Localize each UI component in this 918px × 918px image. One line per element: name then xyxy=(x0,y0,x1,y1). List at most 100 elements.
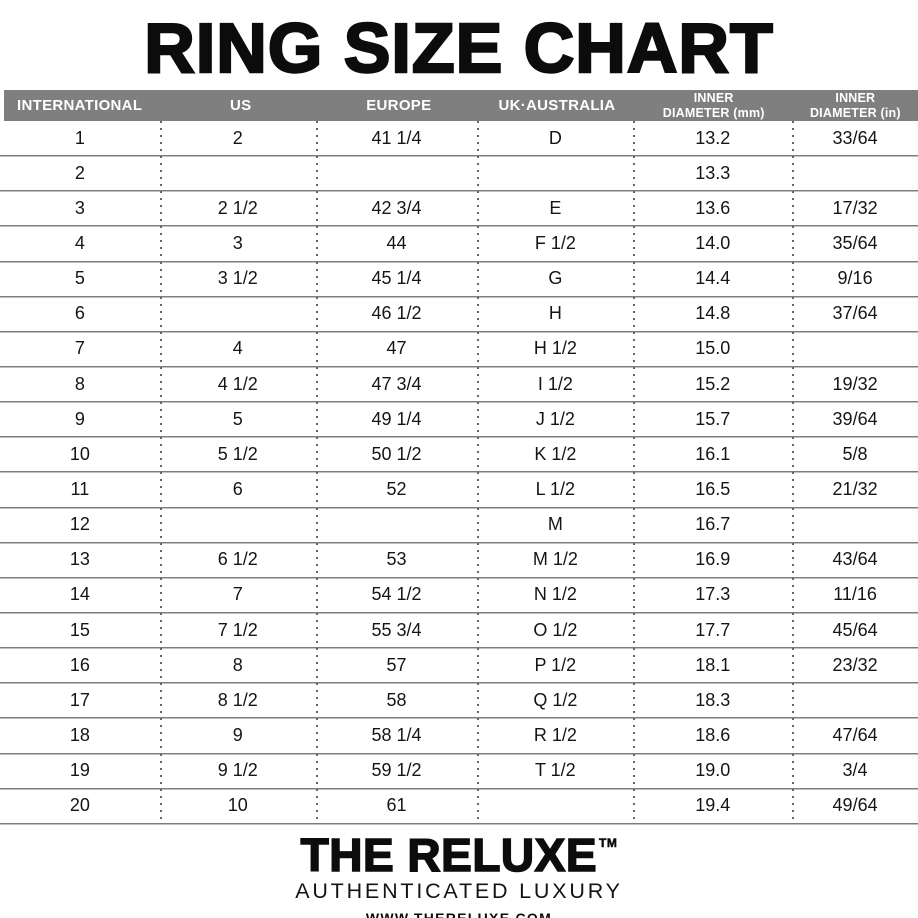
cell-uk-australia: R 1/2 xyxy=(477,718,634,753)
brand-wordmark: THE RELUXE TM xyxy=(0,831,918,879)
cell-uk-australia: P 1/2 xyxy=(477,648,634,683)
cell-uk-australia: E xyxy=(477,191,634,226)
cell-inner-diameter-in: 5/8 xyxy=(792,437,918,472)
cell-europe: 57 xyxy=(315,648,478,683)
cell-uk-australia: Q 1/2 xyxy=(477,683,634,718)
header-inner-diameter-mm-line1: INNER xyxy=(693,91,734,106)
cell-europe: 49 1/4 xyxy=(315,402,478,437)
cell-inner-diameter-mm: 16.5 xyxy=(633,472,793,507)
cell-inner-diameter-in xyxy=(792,331,918,366)
cell-inner-diameter-mm: 16.1 xyxy=(633,437,793,472)
cell-inner-diameter-mm: 15.2 xyxy=(633,366,793,402)
cell-us: 7 xyxy=(159,577,316,612)
cell-us: 8 1/2 xyxy=(159,683,316,718)
cell-international: 18 xyxy=(69,724,90,745)
cell-uk-australia: M xyxy=(477,507,634,542)
cell-uk-australia xyxy=(477,156,634,191)
header-europe: EUROPE xyxy=(366,97,432,114)
table-row: 18 9 58 1/4 R 1/2 18.6 47/64 xyxy=(0,718,918,754)
cell-international: 12 xyxy=(69,514,90,535)
table-row: 5 3 1/2 45 1/4 G 14.4 9/16 xyxy=(0,261,918,297)
cell-inner-diameter-mm: 18.1 xyxy=(633,648,793,683)
cell-us: 10 xyxy=(159,788,316,823)
cell-europe: 45 1/4 xyxy=(315,261,478,296)
cell-europe: 58 1/4 xyxy=(315,718,478,753)
cell-inner-diameter-mm: 18.6 xyxy=(633,718,793,753)
cell-europe: 59 1/2 xyxy=(315,753,478,788)
cell-us: 9 1/2 xyxy=(159,753,316,788)
cell-inner-diameter-in xyxy=(792,683,918,718)
cell-europe: 54 1/2 xyxy=(315,577,478,612)
table-row: 14 7 54 1/2 N 1/2 17.3 11/16 xyxy=(0,577,918,613)
cell-us: 9 xyxy=(159,718,316,753)
cell-uk-australia: H xyxy=(477,296,634,331)
cell-international: 5 xyxy=(74,268,85,289)
cell-inner-diameter-in: 9/16 xyxy=(792,261,918,296)
cell-us: 3 1/2 xyxy=(159,261,316,296)
cell-inner-diameter-mm: 16.7 xyxy=(633,507,793,542)
cell-us: 6 1/2 xyxy=(159,542,316,577)
cell-inner-diameter-in: 47/64 xyxy=(792,718,918,753)
cell-inner-diameter-mm: 13.3 xyxy=(633,156,793,191)
cell-international: 10 xyxy=(69,443,90,464)
cell-international: 19 xyxy=(69,760,90,781)
cell-international: 3 xyxy=(74,197,85,218)
cell-europe: 41 1/4 xyxy=(315,121,478,156)
cell-inner-diameter-in: 21/32 xyxy=(792,472,918,507)
cell-europe: 47 3/4 xyxy=(315,366,478,402)
cell-europe: 53 xyxy=(315,542,478,577)
header-us: US xyxy=(230,97,252,114)
cell-uk-australia: I 1/2 xyxy=(477,366,634,402)
cell-uk-australia: N 1/2 xyxy=(477,577,634,612)
cell-inner-diameter-mm: 16.9 xyxy=(633,542,793,577)
cell-us xyxy=(159,296,316,331)
cell-us: 4 1/2 xyxy=(159,366,316,402)
cell-inner-diameter-mm: 18.3 xyxy=(633,683,793,718)
cell-inner-diameter-mm: 17.7 xyxy=(633,612,793,648)
header-inner-diameter-in-line1: INNER xyxy=(835,91,876,106)
cell-europe: 46 1/2 xyxy=(315,296,478,331)
cell-international: 8 xyxy=(74,373,85,394)
cell-europe: 58 xyxy=(315,683,478,718)
cell-international: 1 xyxy=(74,127,85,148)
cell-inner-diameter-in: 11/16 xyxy=(792,577,918,612)
cell-uk-australia: M 1/2 xyxy=(477,542,634,577)
cell-inner-diameter-in: 45/64 xyxy=(792,612,918,648)
cell-inner-diameter-in: 49/64 xyxy=(792,788,918,823)
cell-inner-diameter-mm: 14.0 xyxy=(633,226,793,261)
cell-us xyxy=(159,507,316,542)
table-row: 13 6 1/2 53 M 1/2 16.9 43/64 xyxy=(0,542,918,578)
cell-international: 13 xyxy=(69,549,90,570)
header-inner-diameter-in-line2: DIAMETER (in) xyxy=(809,105,901,120)
table-row: 3 2 1/2 42 3/4 E 13.6 17/32 xyxy=(0,191,918,227)
cell-europe xyxy=(315,507,478,542)
table-row: 7 4 47 H 1/2 15.0 xyxy=(0,331,918,367)
cell-inner-diameter-mm: 17.3 xyxy=(633,577,793,612)
cell-us: 4 xyxy=(159,331,316,366)
cell-inner-diameter-in: 3/4 xyxy=(792,753,918,788)
table-header-row: INTERNATIONAL US EUROPE UK·AUSTRALIA INN… xyxy=(4,90,918,121)
footer: THE RELUXE TM AUTHENTICATED LUXURY WWW.TH… xyxy=(0,831,918,918)
cell-inner-diameter-in xyxy=(792,507,918,542)
page-title: RING SIZE CHART xyxy=(143,8,774,88)
table-row: 2 13.3 xyxy=(0,156,918,192)
cell-uk-australia xyxy=(477,788,634,823)
cell-inner-diameter-in: 17/32 xyxy=(792,191,918,226)
cell-inner-diameter-in: 37/64 xyxy=(792,296,918,331)
cell-inner-diameter-in: 33/64 xyxy=(792,121,918,156)
cell-inner-diameter-mm: 14.8 xyxy=(633,296,793,331)
cell-international: 7 xyxy=(74,338,85,359)
cell-inner-diameter-in: 39/64 xyxy=(792,402,918,437)
cell-europe: 47 xyxy=(315,331,478,366)
cell-inner-diameter-mm: 13.6 xyxy=(633,191,793,226)
cell-international: 17 xyxy=(69,689,90,710)
header-international: INTERNATIONAL xyxy=(17,97,143,114)
cell-inner-diameter-mm: 15.0 xyxy=(633,331,793,366)
table-row: 20 10 61 19.4 49/64 xyxy=(0,788,918,824)
trademark-symbol: TM xyxy=(599,835,618,850)
cell-international: 16 xyxy=(69,654,90,675)
cell-us: 5 xyxy=(159,402,316,437)
cell-inner-diameter-mm: 19.4 xyxy=(633,788,793,823)
cell-uk-australia: J 1/2 xyxy=(477,402,634,437)
